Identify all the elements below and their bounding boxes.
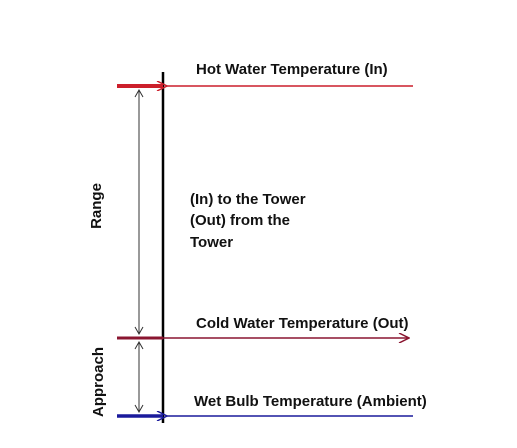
hot-water-label: Hot Water Temperature (In) (196, 61, 388, 78)
note-line-3: Tower (190, 234, 233, 251)
approach-label: Approach (90, 347, 107, 417)
note-line-2: (Out) from the (190, 212, 290, 229)
range-label: Range (88, 183, 105, 229)
wet-bulb-label: Wet Bulb Temperature (Ambient) (194, 393, 427, 410)
note-line-1: (In) to the Tower (190, 191, 306, 208)
cold-water-label: Cold Water Temperature (Out) (196, 315, 409, 332)
